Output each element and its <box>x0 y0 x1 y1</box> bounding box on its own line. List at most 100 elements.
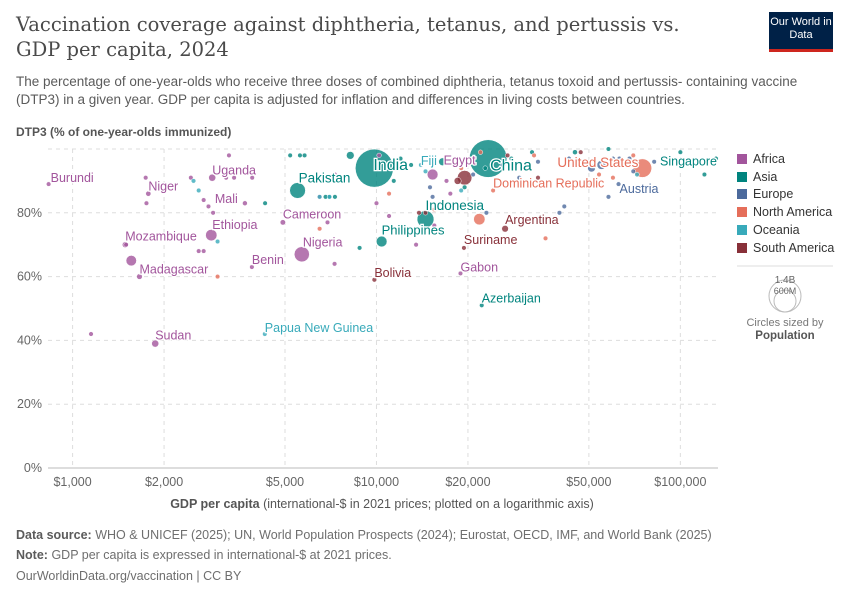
data-point <box>317 194 323 200</box>
data-point <box>610 175 616 181</box>
data-point-nigeria <box>294 246 310 263</box>
data-point <box>297 152 303 158</box>
data-point <box>386 191 392 197</box>
data-point <box>572 149 578 155</box>
data-point-azerbaijan <box>479 302 485 308</box>
note-text: GDP per capita is expressed in internati… <box>51 548 392 562</box>
data-point <box>223 175 229 181</box>
data-point <box>566 156 572 162</box>
legend-item-oceania[interactable]: Oceania <box>737 223 800 237</box>
data-point <box>430 194 436 200</box>
legend-label: Europe <box>753 187 794 202</box>
data-point <box>431 207 437 213</box>
data-point <box>190 178 197 184</box>
legend-item-asia[interactable]: Asia <box>737 170 777 184</box>
data-point <box>616 156 622 162</box>
legend-label: Oceania <box>753 222 800 237</box>
point-label: Burundi <box>51 171 94 185</box>
logo-text: Our World in Data <box>770 16 832 41</box>
data-point-madagascar <box>136 273 143 280</box>
point-label: Pakistan <box>299 170 351 185</box>
data-point-philippines <box>376 235 388 248</box>
x-tick-label: $10,000 <box>354 475 399 489</box>
x-tick-label: $2,000 <box>145 475 183 489</box>
data-point-india <box>355 148 394 188</box>
point-label: Uganda <box>212 164 256 178</box>
data-point <box>578 149 584 155</box>
data-point <box>587 164 596 173</box>
source-text: WHO & UNICEF (2025); UN, World Populatio… <box>95 528 712 542</box>
data-point <box>626 156 633 162</box>
legend-label: South America <box>753 240 835 255</box>
data-point <box>210 210 216 216</box>
data-point <box>386 213 392 219</box>
point-label: Dominican Republic <box>493 176 604 190</box>
data-point <box>500 162 506 168</box>
data-point <box>317 226 323 232</box>
data-point <box>610 156 616 162</box>
point-label: Gabon <box>460 260 498 274</box>
data-point-pakistan <box>289 182 306 199</box>
y-tick-label: 0% <box>24 461 42 475</box>
data-point <box>453 177 462 185</box>
data-point <box>196 187 202 194</box>
data-point <box>458 165 464 171</box>
point-label: Madagascar <box>139 263 208 277</box>
data-point <box>326 194 332 200</box>
y-tick-label: 40% <box>17 333 42 347</box>
data-point <box>630 168 636 174</box>
data-point <box>324 219 331 225</box>
x-tick-label: $20,000 <box>445 475 490 489</box>
data-point <box>470 171 476 178</box>
point-label: Bolivia <box>374 266 411 280</box>
source-url[interactable]: OurWorldinData.org/vaccination | CC BY <box>16 569 242 583</box>
data-point <box>462 184 468 190</box>
data-point <box>482 165 488 171</box>
point-label: Papua New Guinea <box>265 321 373 335</box>
data-point <box>447 191 453 197</box>
data-point <box>302 152 308 158</box>
data-point <box>477 149 484 155</box>
data-point <box>531 152 537 158</box>
point-label: Indonesia <box>426 198 485 213</box>
legend-item-europe[interactable]: Europe <box>737 187 793 201</box>
legend-swatch <box>737 154 747 164</box>
data-point-gabon <box>457 270 464 276</box>
legend-label: North America <box>753 205 833 220</box>
data-point <box>561 203 567 209</box>
data-point-argentina <box>501 225 509 233</box>
data-point-austria <box>615 181 622 187</box>
data-point <box>422 210 429 216</box>
legend-item-south-america[interactable]: South America <box>737 241 834 255</box>
point-label: Egypt <box>444 154 476 168</box>
owid-logo[interactable]: Our World in Data <box>769 12 833 52</box>
y-tick-label: 80% <box>17 206 42 220</box>
data-point <box>473 213 486 226</box>
data-point <box>438 157 447 166</box>
data-point-egypt <box>426 168 439 181</box>
legend-label: Asia <box>753 169 778 184</box>
legend-item-africa[interactable]: Africa <box>737 152 785 166</box>
x-tick-label: $5,000 <box>266 475 304 489</box>
point-label: India <box>373 157 408 174</box>
legend-swatch <box>737 189 747 200</box>
point-label: Argentina <box>505 213 559 227</box>
point-label: China <box>490 158 532 175</box>
legend-item-north-america[interactable]: North America <box>737 205 832 219</box>
data-point <box>88 331 94 337</box>
data-point-ethiopia <box>205 229 218 242</box>
data-point <box>357 245 363 251</box>
y-tick-label: 20% <box>17 397 42 411</box>
data-point <box>508 156 514 162</box>
data-point-papua-new-guinea <box>262 331 268 337</box>
data-point <box>201 197 207 203</box>
data-point <box>397 156 404 162</box>
data-point <box>535 175 541 181</box>
data-point <box>231 175 237 181</box>
data-point <box>427 184 433 190</box>
data-point-mali <box>242 200 248 206</box>
data-point-burundi <box>46 181 52 187</box>
points <box>46 139 719 348</box>
point-label: Cameroon <box>283 207 341 221</box>
